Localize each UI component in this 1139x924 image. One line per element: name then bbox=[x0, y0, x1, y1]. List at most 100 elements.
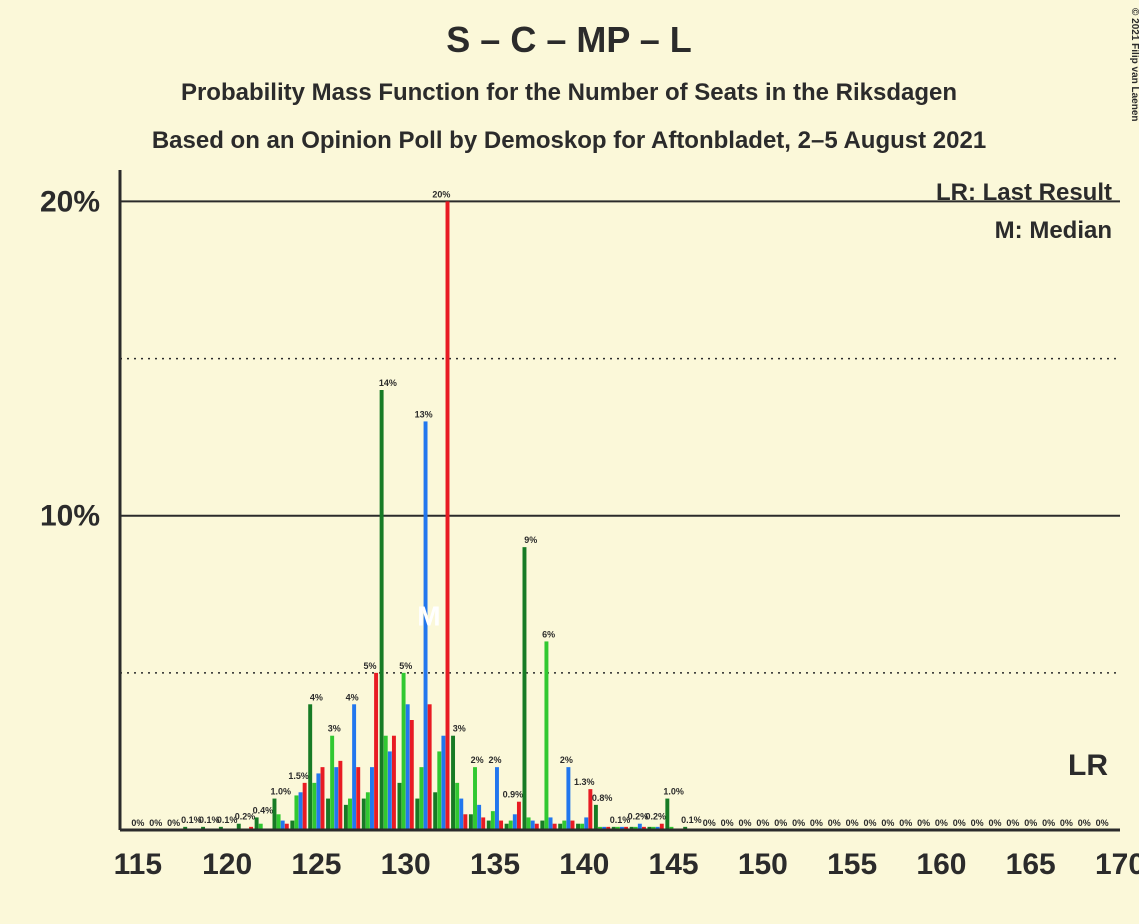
bar-value-label: 0% bbox=[863, 818, 876, 828]
bar-value-label: 1.3% bbox=[574, 777, 595, 787]
bar bbox=[594, 805, 598, 830]
bar-value-label: 2% bbox=[471, 755, 484, 765]
bar bbox=[334, 767, 338, 830]
bar-value-label: 0% bbox=[1024, 818, 1037, 828]
x-tick-label: 130 bbox=[381, 848, 431, 881]
bar bbox=[446, 201, 450, 830]
bar-value-label: 5% bbox=[399, 661, 412, 671]
bar bbox=[517, 802, 521, 830]
bar bbox=[308, 704, 312, 830]
bar bbox=[419, 767, 423, 830]
bar bbox=[473, 767, 477, 830]
bar-value-label: 20% bbox=[432, 189, 450, 199]
bar-value-label: 0% bbox=[935, 818, 948, 828]
bar bbox=[294, 795, 298, 830]
bar bbox=[584, 817, 588, 830]
bar-value-label: 0% bbox=[1078, 818, 1091, 828]
x-tick-label: 165 bbox=[1006, 848, 1056, 881]
x-tick-label: 125 bbox=[291, 848, 341, 881]
bar bbox=[513, 814, 517, 830]
bar-value-label: 0% bbox=[167, 818, 180, 828]
bar bbox=[428, 704, 432, 830]
bar-value-label: 2% bbox=[560, 755, 573, 765]
bar bbox=[344, 805, 348, 830]
bar bbox=[433, 792, 437, 830]
bar-value-label: 0% bbox=[1060, 818, 1073, 828]
bar-value-label: 0% bbox=[881, 818, 894, 828]
bar bbox=[437, 751, 441, 830]
bar-value-label: 0.8% bbox=[592, 793, 613, 803]
bar bbox=[299, 792, 303, 830]
bar-value-label: 0% bbox=[953, 818, 966, 828]
bar bbox=[366, 792, 370, 830]
bar bbox=[348, 799, 352, 830]
legend-lr: LR: Last Result bbox=[936, 179, 1112, 206]
bar bbox=[549, 817, 553, 830]
x-tick-label: 135 bbox=[470, 848, 520, 881]
bar bbox=[326, 799, 330, 830]
bar-value-label: 0% bbox=[738, 818, 751, 828]
bar-value-label: 9% bbox=[524, 535, 537, 545]
bar bbox=[451, 736, 455, 830]
x-tick-label: 120 bbox=[202, 848, 252, 881]
bar bbox=[544, 641, 548, 830]
bar-value-label: 13% bbox=[415, 409, 433, 419]
bar bbox=[384, 736, 388, 830]
bar bbox=[398, 783, 402, 830]
bar bbox=[463, 814, 467, 830]
bar-value-label: 0% bbox=[774, 818, 787, 828]
bar bbox=[312, 783, 316, 830]
bar bbox=[495, 767, 499, 830]
median-marker-label: M bbox=[417, 601, 440, 632]
bar bbox=[566, 767, 570, 830]
bar-value-label: 1.5% bbox=[288, 771, 309, 781]
bar bbox=[321, 767, 325, 830]
lr-marker-label: LR bbox=[1068, 749, 1108, 782]
x-tick-label: 115 bbox=[114, 848, 162, 881]
chart-title: S – C – MP – L bbox=[446, 19, 691, 60]
bar-value-label: 0.4% bbox=[253, 805, 274, 815]
bar-value-label: 1.0% bbox=[270, 787, 291, 797]
bar bbox=[410, 720, 414, 830]
bar bbox=[481, 817, 485, 830]
bar-value-label: 0% bbox=[988, 818, 1001, 828]
x-tick-label: 140 bbox=[559, 848, 609, 881]
bar bbox=[459, 799, 463, 830]
bar bbox=[491, 811, 495, 830]
bar bbox=[665, 799, 669, 830]
bar bbox=[338, 761, 342, 830]
bar-value-label: 1.0% bbox=[663, 787, 684, 797]
bar-value-label: 0% bbox=[703, 818, 716, 828]
x-tick-label: 150 bbox=[738, 848, 788, 881]
y-tick-label: 20% bbox=[40, 185, 100, 218]
bar bbox=[277, 814, 281, 830]
bar-value-label: 0.2% bbox=[645, 812, 666, 822]
copyright-text: © 2021 Filip van Laenen bbox=[1129, 8, 1139, 122]
bar-value-label: 0% bbox=[899, 818, 912, 828]
bar bbox=[523, 547, 527, 830]
bar bbox=[303, 783, 307, 830]
bar-value-label: 4% bbox=[346, 692, 359, 702]
bar-value-label: 0.9% bbox=[503, 790, 524, 800]
bar bbox=[370, 767, 374, 830]
y-tick-label: 10% bbox=[40, 500, 100, 533]
bar bbox=[388, 751, 392, 830]
bar bbox=[406, 704, 410, 830]
bar-value-label: 0% bbox=[149, 818, 162, 828]
chart-subtitle-1: Probability Mass Function for the Number… bbox=[181, 79, 957, 106]
bar bbox=[316, 773, 320, 830]
bar-value-label: 14% bbox=[379, 378, 397, 388]
bar-value-label: 3% bbox=[328, 724, 341, 734]
bar bbox=[527, 817, 531, 830]
x-tick-label: 170 bbox=[1095, 848, 1139, 881]
bar-value-label: 0% bbox=[846, 818, 859, 828]
bar bbox=[469, 814, 473, 830]
bar bbox=[392, 736, 396, 830]
bar-value-label: 0% bbox=[721, 818, 734, 828]
bar bbox=[415, 799, 419, 830]
bar-value-label: 2% bbox=[488, 755, 501, 765]
bar-value-label: 0% bbox=[1042, 818, 1055, 828]
bar bbox=[380, 390, 384, 830]
bar-value-label: 0% bbox=[1006, 818, 1019, 828]
bar bbox=[330, 736, 334, 830]
